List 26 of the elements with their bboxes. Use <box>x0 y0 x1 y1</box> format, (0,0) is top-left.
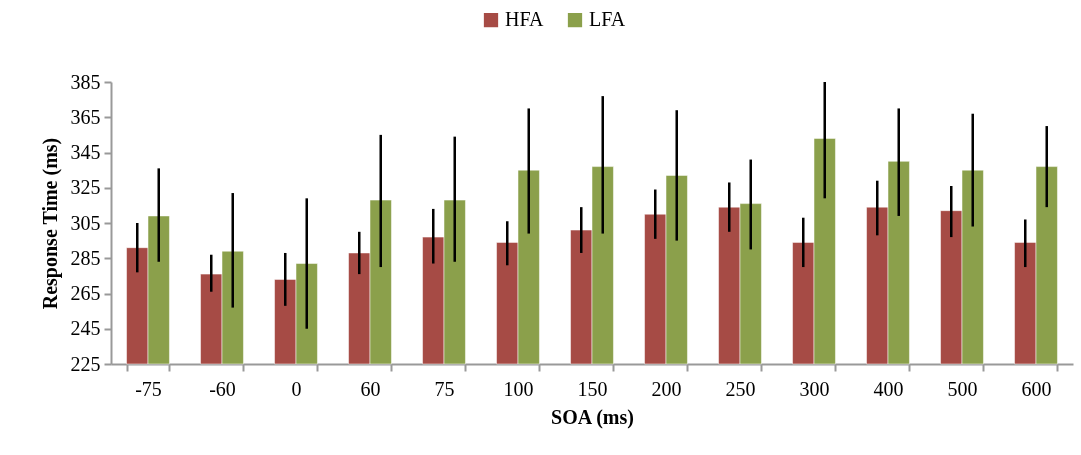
legend-label: HFA <box>505 8 545 31</box>
legend-label: LFA <box>589 8 626 31</box>
x-tick-label: 75 <box>434 377 455 400</box>
x-tick-label: -75 <box>135 377 162 400</box>
x-tick-label: -60 <box>209 377 236 400</box>
y-axis-title: Response Time (ms) <box>38 137 62 310</box>
y-tick-label: 245 <box>70 317 101 340</box>
y-tick-label: 325 <box>70 176 101 199</box>
y-tick-label: 225 <box>70 352 101 375</box>
x-tick-label: 600 <box>1021 377 1052 400</box>
x-tick-label: 500 <box>947 377 978 400</box>
y-tick-label: 365 <box>70 105 101 128</box>
x-tick-label: 0 <box>291 377 302 400</box>
y-tick-label: 385 <box>70 70 101 93</box>
x-tick-label: 150 <box>577 377 608 400</box>
x-tick-label: 250 <box>725 377 756 400</box>
y-tick-label: 265 <box>70 282 101 304</box>
x-tick-label: 100 <box>503 377 534 400</box>
x-tick-label: 400 <box>873 377 904 400</box>
y-tick-label: 285 <box>70 246 101 269</box>
y-tick-label: 305 <box>70 211 101 234</box>
x-tick-label: 300 <box>799 377 830 400</box>
x-axis-title: SOA (ms) <box>551 405 634 429</box>
x-tick-label: 200 <box>651 377 682 400</box>
y-tick-label: 345 <box>70 141 101 163</box>
x-tick-label: 60 <box>360 377 381 400</box>
